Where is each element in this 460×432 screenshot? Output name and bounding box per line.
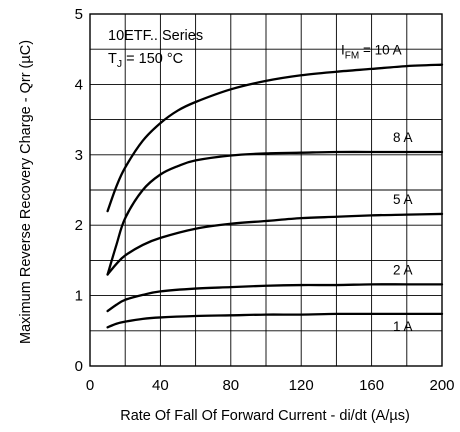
x-tick-label: 120 xyxy=(289,377,314,394)
x-tick-label: 200 xyxy=(429,377,454,394)
curve-10a xyxy=(106,63,444,213)
junction-subscript: J xyxy=(117,58,122,70)
x-tick-label: 40 xyxy=(152,377,169,394)
y-tick-label: 5 xyxy=(75,6,83,23)
y-tick-label: 4 xyxy=(75,76,83,93)
tick-labels: 0 40 80 120 160 200 0 1 2 3 4 5 xyxy=(75,6,455,394)
curve-2a xyxy=(106,283,444,313)
curve-label-1a: 1 A xyxy=(393,319,413,334)
curve-label-8a: 8 A xyxy=(393,130,413,145)
curve-label-5a: 5 A xyxy=(393,192,413,207)
curve-5a xyxy=(106,212,444,276)
y-axis-title: Maximum Reverse Recovery Charge - Qrr (µ… xyxy=(18,40,34,344)
y-tick-label: 1 xyxy=(75,288,83,305)
curve-label-2a: 2 A xyxy=(393,262,413,277)
x-tick-label: 0 xyxy=(86,377,94,394)
curves xyxy=(106,63,444,329)
curve-8a xyxy=(106,150,444,276)
curve-1a xyxy=(106,312,444,329)
y-tick-label: 0 xyxy=(75,358,83,375)
x-axis-title: Rate Of Fall Of Forward Current - di/dt … xyxy=(120,408,410,424)
grid xyxy=(90,14,442,366)
x-tick-label: 80 xyxy=(222,377,239,394)
x-tick-label: 160 xyxy=(359,377,384,394)
series-title: 10ETF.. Series xyxy=(108,28,203,44)
plot-frame xyxy=(89,13,443,367)
y-tick-label: 2 xyxy=(75,217,83,234)
curve-label-10a: IFM = 10 A xyxy=(341,43,402,62)
junction-temperature: TJ = 150 °C xyxy=(108,51,183,70)
y-tick-label: 3 xyxy=(75,147,83,164)
curve-labels: IFM = 10 A 8 A 5 A 2 A 1 A xyxy=(341,43,413,334)
